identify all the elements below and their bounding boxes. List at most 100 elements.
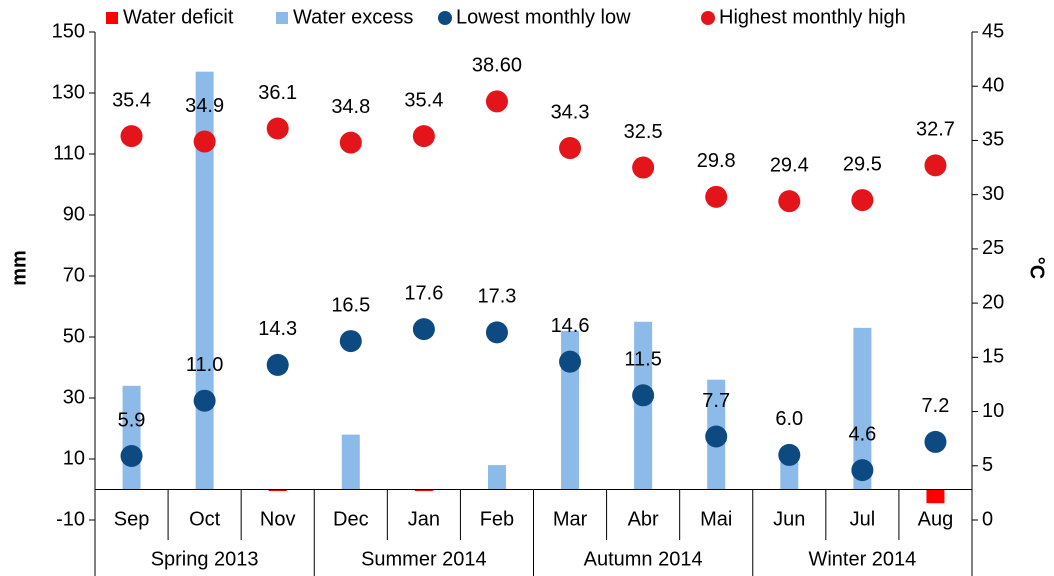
data-label: 29.5 <box>843 153 882 175</box>
x-tick-label: Jul <box>850 508 876 530</box>
y2-tick-label: 0 <box>982 508 993 530</box>
y-tick-label: 150 <box>52 20 85 42</box>
y-tick-label: -10 <box>56 508 85 530</box>
legend-swatch <box>106 12 118 24</box>
data-label: 6.0 <box>775 408 803 430</box>
data-label: 14.3 <box>258 318 297 340</box>
data-label: 38.60 <box>472 55 522 77</box>
y2-tick-label: 10 <box>982 400 1004 422</box>
y2-tick-label: 40 <box>982 75 1004 97</box>
data-label: 32.5 <box>624 121 663 143</box>
legend-label: Water deficit <box>123 6 234 28</box>
bar <box>341 434 360 490</box>
point <box>339 330 362 353</box>
x-tick-label: Aug <box>918 508 954 530</box>
x-tick-label: Jan <box>408 508 440 530</box>
point <box>266 117 289 140</box>
y-tick-label: 110 <box>53 142 85 164</box>
bar <box>853 327 872 490</box>
bar <box>414 489 433 492</box>
bar <box>122 385 141 490</box>
x-tick-label: Sep <box>114 508 150 530</box>
y2-tick-label: 5 <box>982 454 993 476</box>
legend-label: Water excess <box>293 6 413 28</box>
y-tick-label: 90 <box>63 203 85 225</box>
x-tick-label: Mar <box>553 508 588 530</box>
point <box>485 90 508 113</box>
y2-tick-label: 35 <box>982 129 1004 151</box>
data-label: 7.7 <box>702 390 730 412</box>
legend-swatch <box>701 11 715 25</box>
point <box>778 443 801 466</box>
legend-swatch <box>438 11 452 25</box>
point <box>924 154 947 177</box>
point <box>120 445 143 468</box>
point <box>412 318 435 341</box>
y2-tick-label: 20 <box>982 291 1004 313</box>
point <box>851 189 874 212</box>
data-label: 29.4 <box>770 154 809 176</box>
x-tick-label: Dec <box>333 508 369 530</box>
x-tick-label: Abr <box>628 508 659 530</box>
category-group-label: Winter 2014 <box>808 548 916 570</box>
data-label: 35.4 <box>112 89 151 111</box>
y-tick-label: 10 <box>63 447 85 469</box>
point <box>193 130 216 153</box>
data-label: 14.6 <box>551 315 590 337</box>
data-label: 29.8 <box>697 150 736 172</box>
bar <box>780 462 799 490</box>
data-label: 35.4 <box>404 89 443 111</box>
y-axis-title: mm <box>8 250 30 286</box>
point <box>632 384 655 407</box>
legend-swatch <box>276 12 288 24</box>
point <box>705 425 728 448</box>
point <box>559 350 582 373</box>
y2-tick-label: 15 <box>982 346 1004 368</box>
bar <box>195 71 214 490</box>
x-tick-label: Mai <box>700 508 732 530</box>
point <box>339 131 362 154</box>
point <box>559 137 582 160</box>
data-label: 17.3 <box>477 286 516 308</box>
point <box>485 321 508 344</box>
legend-label: Highest monthly high <box>719 6 906 28</box>
x-tick-label: Feb <box>480 508 514 530</box>
y-tick-label: 130 <box>52 81 85 103</box>
data-label: 11.0 <box>186 354 223 376</box>
data-label: 32.7 <box>916 119 955 141</box>
point <box>120 125 143 148</box>
point <box>924 430 947 453</box>
x-tick-label: Jun <box>773 508 805 530</box>
point <box>266 353 289 376</box>
y2-tick-label: 30 <box>982 183 1004 205</box>
y2-axis-title: °C <box>1026 257 1048 279</box>
y-tick-label: 70 <box>63 264 85 286</box>
category-group-label: Summer 2014 <box>361 548 487 570</box>
y-tick-label: 50 <box>63 325 85 347</box>
data-label: 17.6 <box>404 282 443 304</box>
y-tick-label: 30 <box>63 386 85 408</box>
data-label: 16.5 <box>331 294 370 316</box>
y2-tick-label: 45 <box>982 20 1004 42</box>
data-label: 4.6 <box>848 423 876 445</box>
point <box>632 156 655 179</box>
x-tick-label: Nov <box>260 508 296 530</box>
point <box>778 190 801 213</box>
category-group-label: Spring 2013 <box>151 548 259 570</box>
point <box>851 459 874 482</box>
legend-label: Lowest monthly low <box>456 6 631 28</box>
category-group-label: Autumn 2014 <box>584 548 703 570</box>
point <box>705 185 728 208</box>
data-label: 36.1 <box>258 82 297 104</box>
point <box>193 389 216 412</box>
data-label: 34.3 <box>551 101 590 123</box>
y2-tick-label: 25 <box>982 237 1004 259</box>
data-label: 34.9 <box>185 95 224 117</box>
data-label: 34.8 <box>331 96 370 118</box>
data-label: 5.9 <box>118 409 146 431</box>
point <box>412 125 435 148</box>
data-label: 11.5 <box>624 349 661 371</box>
x-tick-label: Oct <box>189 508 221 530</box>
bar <box>487 465 506 490</box>
